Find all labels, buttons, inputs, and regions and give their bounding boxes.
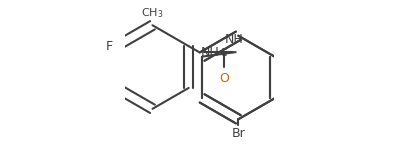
Text: CH$_3$: CH$_3$	[141, 6, 164, 20]
Text: NH: NH	[201, 46, 219, 59]
Text: NH: NH	[225, 33, 243, 46]
Text: F: F	[106, 40, 113, 53]
Text: O: O	[219, 72, 229, 85]
Text: Br: Br	[231, 127, 245, 140]
